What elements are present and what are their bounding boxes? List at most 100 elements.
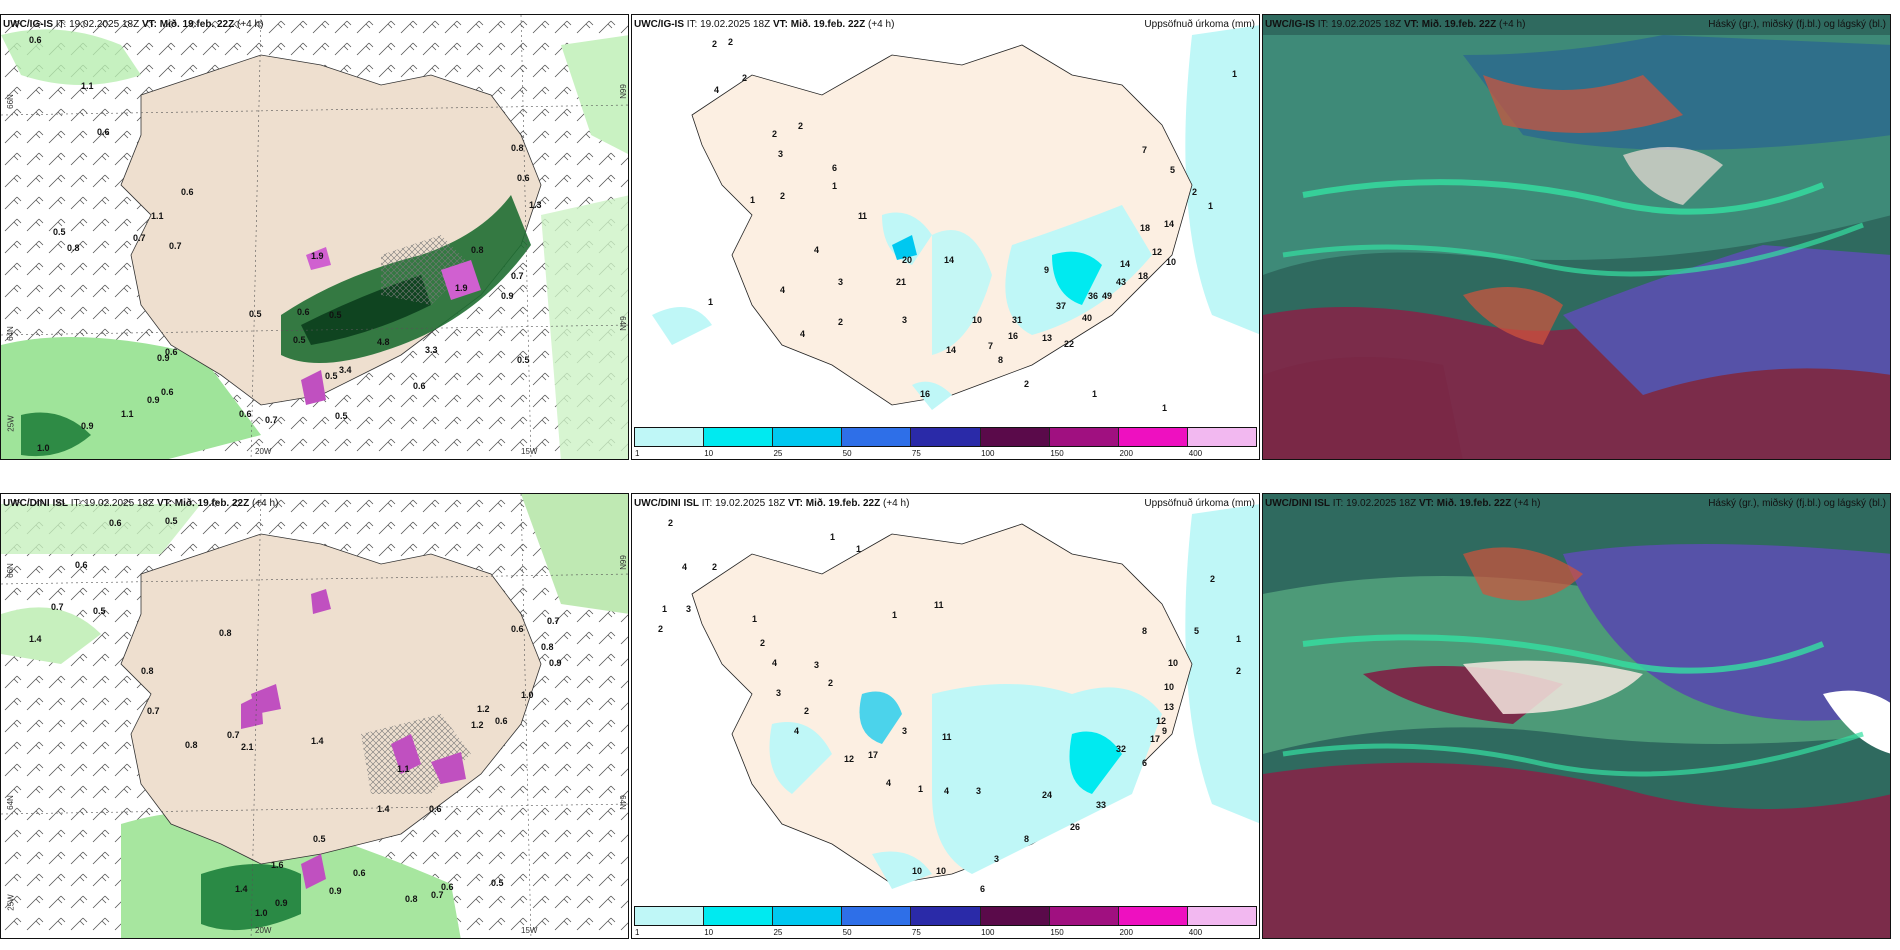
wind-map-panel-bottom: UWC/DINI ISL IT: 19.02.2025 18Z VT: Mið.… [0,493,629,939]
colorbar-tick-label: 50 [842,449,852,458]
gust-value: 0.5 [325,371,338,381]
precip-value: 10 [936,866,947,876]
precip-value: 12 [1156,716,1167,726]
gust-value: 0.8 [141,666,154,676]
gust-value: 1.1 [81,81,94,91]
precip-value: 37 [1056,301,1067,311]
precip-value: 1 [708,297,714,307]
precip-value: 2 [1192,187,1198,197]
panel-header: UWC/DINI ISL IT: 19.02.2025 18Z VT: Mið.… [1265,498,1541,509]
precip-map [632,15,1259,459]
gust-value: 0.6 [413,381,426,391]
precip-value: 20 [902,255,913,265]
precip-value: 1 [856,544,862,554]
gust-value: 0.8 [541,642,554,652]
gust-value: 0.7 [169,241,182,251]
precip-value: 2 [712,562,718,572]
gust-value: 0.5 [93,606,106,616]
wind-gust-map [1,494,628,938]
precip-value: 8 [998,355,1004,365]
precip-value: 6 [832,163,838,173]
colorbar [634,427,1257,447]
colorbar-segment [773,907,843,925]
gust-value: 0.8 [511,143,524,153]
gust-value: 0.6 [29,35,42,45]
precip-value: 4 [772,658,778,668]
gust-value: 0.5 [53,227,66,237]
precip-value: 14 [946,345,957,355]
gust-value: 3.4 [339,365,352,375]
precip-value: 8 [1024,834,1030,844]
precip-value: 14 [1120,259,1131,269]
gust-value: 0.9 [157,353,170,363]
colorbar [634,906,1257,926]
lon-label: 20W [255,447,272,456]
precip-value: 14 [1164,219,1175,229]
gust-value: 0.6 [181,187,194,197]
precip-value: 2 [712,39,718,49]
colorbar-segment [635,907,705,925]
colorbar-tick-label: 75 [911,449,921,458]
precip-value: 3 [994,854,1000,864]
precip-value: 4 [814,245,820,255]
gust-value: 0.6 [97,127,110,137]
gust-value: 4.8 [377,337,390,347]
precip-value: 17 [1150,734,1161,744]
gust-value: 0.5 [249,309,262,319]
panel-header: UWC/IG-IS IT: 19.02.2025 18Z VT: Mið. 19… [3,19,264,30]
precip-value: 4 [714,85,720,95]
precip-value: 2 [804,706,810,716]
precip-value: 1 [892,610,898,620]
precip-value: 1 [862,211,868,221]
precip-value: 3 [902,726,908,736]
lon-label: 25W [6,894,16,911]
precip-value: 2 [838,317,844,327]
lat-label: 66N [5,94,15,109]
precip-value: 10 [972,315,983,325]
precip-value: 3 [976,786,982,796]
precip-value: 3 [814,660,820,670]
colorbar-tick-label: 400 [1188,928,1203,937]
gust-value: 0.8 [185,740,198,750]
precip-value: 32 [1116,744,1127,754]
colorbar-tick-label: 150 [1050,449,1064,458]
colorbar-tick-label: 10 [704,449,714,458]
precip-value: 7 [988,341,994,351]
precip-value: 4 [780,285,786,295]
precip-value: 2 [780,191,786,201]
cloud-map-panel-top: UWC/IG-IS IT: 19.02.2025 18Z VT: Mið. 19… [1262,14,1891,460]
colorbar-segment [1118,428,1188,446]
gust-value: 0.5 [293,335,306,345]
precip-value: 2 [772,129,778,139]
precip-value: 24 [1042,790,1053,800]
colorbar-tick-label: 1 [635,449,640,458]
colorbar-segment [842,428,912,446]
precip-value: 6 [980,884,986,894]
colorbar-segment [980,907,1050,925]
colorbar-tick-label: 200 [1119,449,1133,458]
panel-right-label: Uppsöfnuð úrkoma (mm) [1144,498,1255,509]
cloud-map-panel-bottom: UWC/DINI ISL IT: 19.02.2025 18Z VT: Mið.… [1262,493,1891,939]
precip-value: 1 [1162,403,1168,413]
precip-value: 18 [1138,271,1149,281]
lon-label: 15W [521,447,538,456]
precip-value: 2 [728,37,734,47]
precip-value: 5 [1170,165,1176,175]
gust-value: 0.5 [313,834,326,844]
precip-value: 2 [742,73,748,83]
panel-header: UWC/DINI ISL IT: 19.02.2025 18Z VT: Mið.… [3,498,279,509]
gust-value: 0.6 [109,518,122,528]
gust-value: 1.0 [37,443,50,453]
colorbar-segment [980,428,1050,446]
colorbar-segment [1187,907,1256,925]
gust-value: 1.1 [397,764,410,774]
gust-value: 0.9 [501,291,514,301]
gust-value: 0.6 [297,307,310,317]
gust-value: 0.5 [517,355,530,365]
precip-value: 9 [1044,265,1050,275]
gust-value: 0.7 [511,271,524,281]
precip-value: 1 [662,604,668,614]
panel-right-label: Uppsöfnuð úrkoma (mm) [1144,19,1255,30]
gust-value: 0.6 [517,173,530,183]
precip-value: 1 [830,532,836,542]
